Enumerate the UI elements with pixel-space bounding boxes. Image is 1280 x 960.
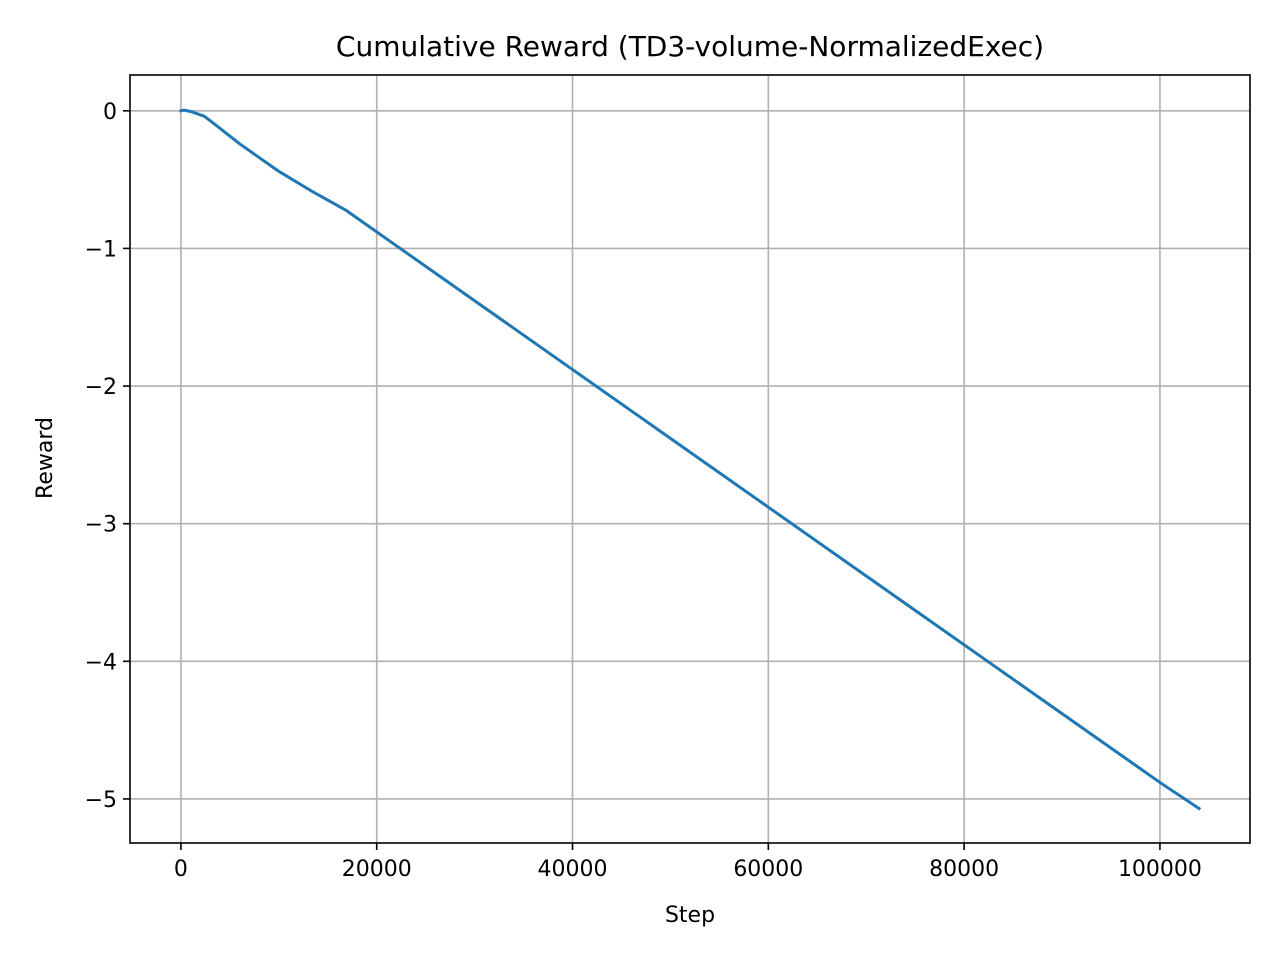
x-tick-label: 60000 (733, 857, 803, 882)
y-tick-label: −2 (85, 375, 117, 400)
series-line-0 (179, 108, 1202, 811)
y-tick-label: −4 (85, 650, 117, 675)
y-tick-label: 0 (103, 100, 117, 125)
x-tick-label: 20000 (342, 857, 412, 882)
y-axis: 0 −1 −2 −3 −4 −5 (85, 100, 130, 813)
x-axis: 0 20000 40000 60000 80000 100000 (174, 843, 1202, 882)
grid (130, 75, 1250, 843)
x-tick-label: 0 (174, 857, 188, 882)
y-tick-label: −5 (85, 788, 117, 813)
x-tick-label: 80000 (929, 857, 999, 882)
chart-title: Cumulative Reward (TD3-volume-Normalized… (336, 30, 1044, 63)
x-tick-label: 40000 (538, 857, 608, 882)
plot-frame (129, 74, 1251, 844)
y-axis-label: Reward (33, 417, 58, 499)
y-tick-label: −3 (85, 513, 117, 538)
x-tick-label: 100000 (1118, 857, 1202, 882)
x-axis-label: Step (665, 903, 715, 928)
series-layer (179, 108, 1202, 811)
y-tick-label: −1 (85, 237, 117, 262)
